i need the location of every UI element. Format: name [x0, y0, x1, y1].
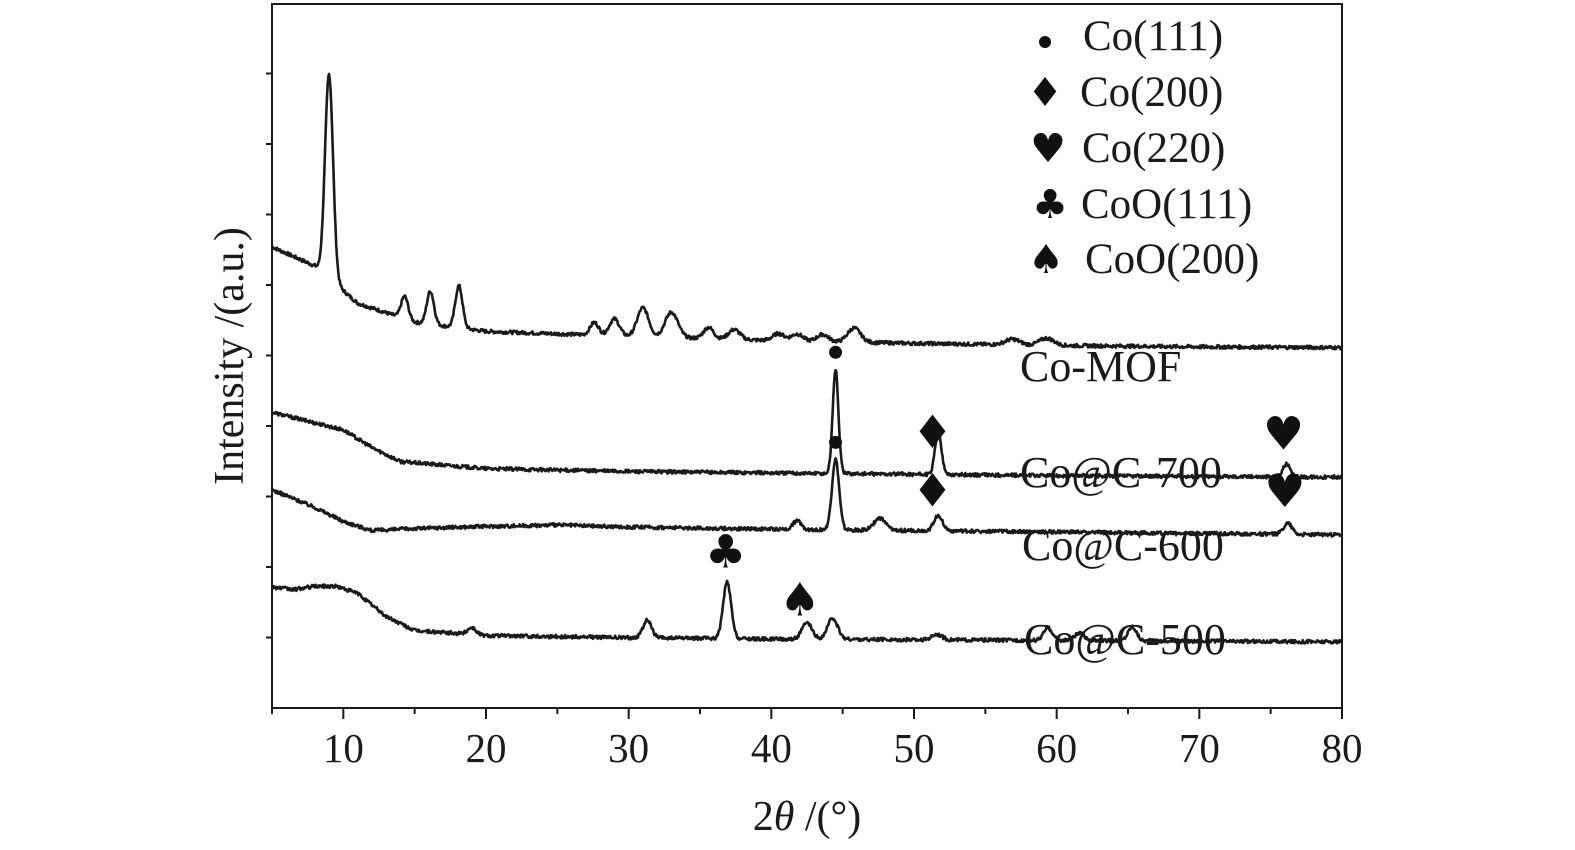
- legend-label: CoO(200): [1085, 236, 1259, 283]
- series-line: [271, 579, 1344, 645]
- legend-item: ♠ CoO(200): [1028, 236, 1259, 283]
- x-tick-label: 70: [1179, 725, 1220, 771]
- legend: Co(111) ♦ Co(200) ♥ Co(220) ♣ CoO(111) ♠ CoO(200…: [1027, 13, 1259, 283]
- x-tick-label: 20: [466, 725, 507, 771]
- legend-label: CoO(111): [1081, 181, 1252, 228]
- x-tick-label: 80: [1322, 725, 1363, 771]
- heart-marker: ♥: [1264, 464, 1305, 518]
- legend-label: Co(200): [1080, 69, 1223, 116]
- spade-marker: ♠: [1028, 237, 1064, 283]
- x-tick-label: 40: [751, 725, 792, 771]
- circle-marker: [829, 345, 843, 359]
- x-axis-title: 2θ /(°): [753, 794, 862, 840]
- series-label: Co@C-600: [1022, 521, 1224, 570]
- series-line: [271, 72, 1344, 351]
- club-marker: ♣: [705, 525, 746, 579]
- curve-labels: Co-MOF Co@C-700 Co@C-600 Co@C-500: [1020, 342, 1226, 664]
- x-tick-label: 10: [323, 725, 364, 771]
- axes: 10 20 30 40 50 60 70 80 2θ /(°) Intensity /(a.u.): [207, 3, 1363, 840]
- diamond-marker: ♦: [1027, 70, 1063, 116]
- diamond-marker: ♦: [912, 463, 953, 517]
- legend-item: Co(111): [1039, 13, 1223, 60]
- x-tick-label: 50: [894, 725, 935, 771]
- legend-item: ♦ Co(200): [1027, 69, 1223, 116]
- series-line: [270, 368, 1343, 480]
- series-label: Co@C-500: [1024, 615, 1226, 664]
- curves: [270, 72, 1344, 645]
- legend-item: ♣ CoO(111): [1032, 181, 1252, 228]
- x-tick-label: 30: [608, 725, 649, 771]
- club-marker: ♣: [1032, 182, 1068, 228]
- heart-marker: ♥: [1263, 407, 1304, 461]
- legend-label: Co(111): [1083, 13, 1223, 60]
- x-tick-label: 60: [1036, 725, 1077, 771]
- series-line: [270, 457, 1343, 538]
- peak-markers: ♦ ♥ ♦ ♥ ♣ ♠: [705, 345, 1306, 626]
- series-label: Co@C-700: [1020, 448, 1222, 497]
- y-axis-title: Intensity /(a.u.): [207, 227, 253, 485]
- legend-item: ♥ Co(220): [1030, 125, 1225, 172]
- spade-marker: ♠: [779, 572, 820, 626]
- legend-label: Co(220): [1082, 125, 1225, 172]
- circle-marker: [1039, 36, 1051, 48]
- circle-marker: [829, 435, 843, 449]
- heart-marker: ♥: [1030, 126, 1066, 172]
- series-label: Co-MOF: [1020, 342, 1181, 391]
- diamond-marker: ♦: [912, 405, 953, 459]
